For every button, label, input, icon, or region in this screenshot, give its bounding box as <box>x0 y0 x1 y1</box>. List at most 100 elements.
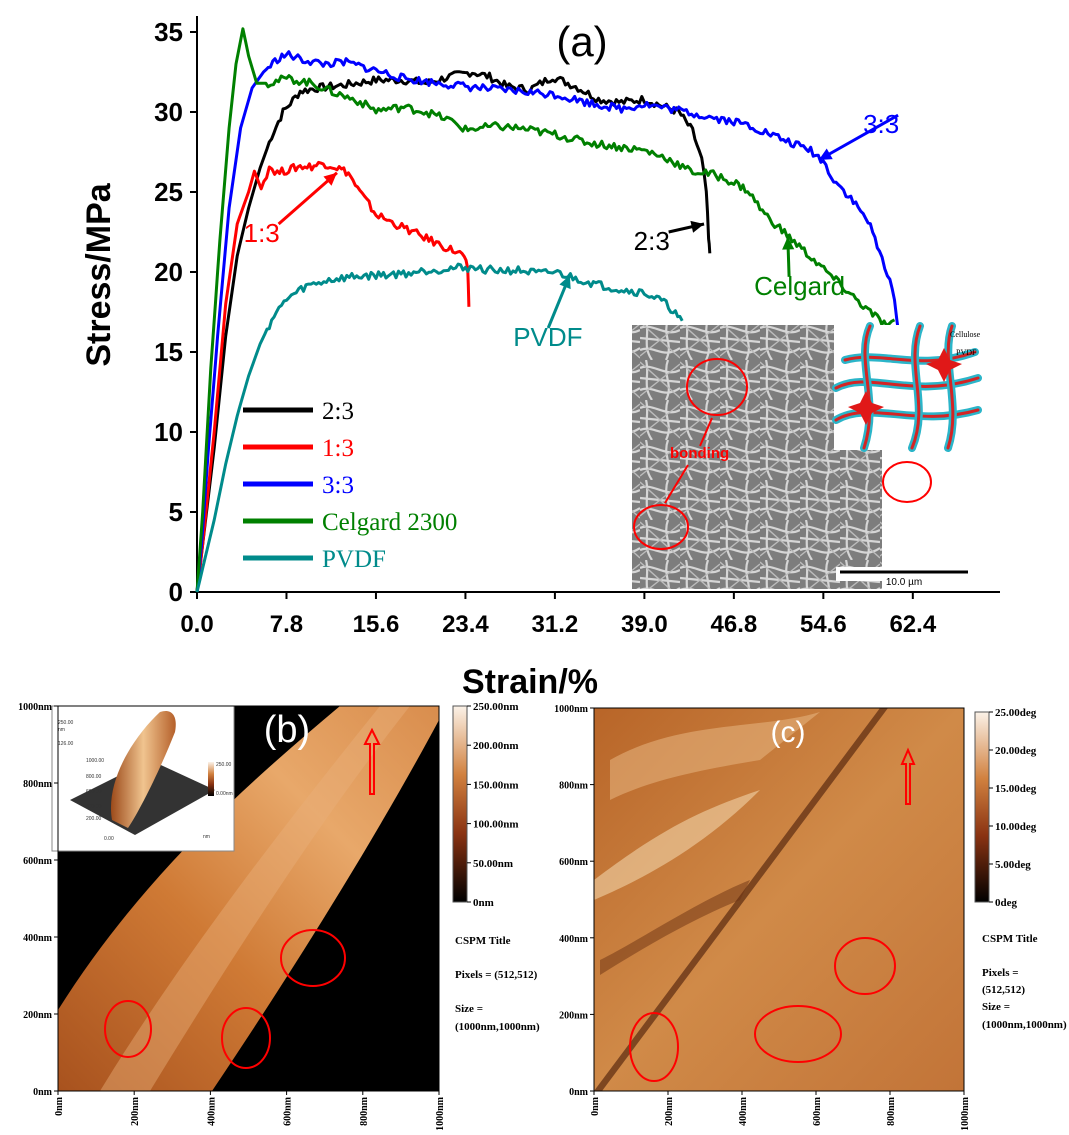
chart-axes: 0.0 7.8 15.6 23.4 31.2 39.0 46.8 54.6 62.4 0 5 10 15… <box>154 16 1000 638</box>
bonding-circle <box>686 358 748 416</box>
afm-x-tick-label: 200nm <box>664 1096 675 1126</box>
panel-label-c: (c) <box>771 716 806 749</box>
series-line-0 <box>195 70 712 593</box>
afm-y-tick-label: 800nm <box>559 781 589 792</box>
afm-c-info: CSPM Title Pixels = (512,512) Size = (1000nm… <box>982 933 1067 1031</box>
afm-b-info: CSPM Title Pixels = (512,512) Size = (1000n… <box>455 935 540 1033</box>
colorbar-tick-label: 150.00nm <box>473 779 519 791</box>
afm-x-tick-label: 400nm <box>738 1096 749 1126</box>
schematic-label-pvdf: PVDF <box>956 348 977 357</box>
series-line-1 <box>195 160 471 593</box>
colorbar-phase-ticks: 0deg 5.00deg 10.00deg 15.00deg 20.00deg 25.00… <box>989 707 1037 909</box>
afm-y-tick-label: 200nm <box>559 1010 589 1021</box>
defect-circle <box>629 1012 679 1082</box>
afm-x-tick-label: 600nm <box>283 1096 294 1126</box>
afm-y-tick-label: 800nm <box>23 779 53 790</box>
series-line-3 <box>195 27 896 593</box>
inset-label: nm <box>203 834 210 840</box>
colorbar-tick-label: 15.00deg <box>995 783 1037 795</box>
colorbar-tick-label: 20.00deg <box>995 745 1037 757</box>
chart-series-labels: 2:3 1:3 3:3 Celgard PVDF <box>244 109 900 352</box>
colorbar-tick-label: 25.00deg <box>995 707 1037 719</box>
inset-colorbar <box>208 762 214 796</box>
fiber-highlight <box>100 706 410 1091</box>
colorbar-height <box>452 705 468 903</box>
afm-x-tick-label: 800nm <box>886 1096 897 1126</box>
colorbar-phase <box>974 711 990 903</box>
afm-info-line-1: Pixels = (512,512) <box>455 969 538 981</box>
colorbar-height-ticks: 0nm 50.00nm 100.00nm 150.00nm 200.00nm 250.00… <box>467 701 519 909</box>
bonding-label: bonding <box>670 445 729 462</box>
afm-y-tick-label: 0nm <box>33 1087 53 1098</box>
inset-label: 250.00 <box>58 720 74 726</box>
afm-info-line-3: Size = <box>455 1003 483 1015</box>
colorbar-tick-label: 0nm <box>473 897 494 909</box>
afm-x-tick-label: 600nm <box>812 1096 823 1126</box>
series-label-2: 3:3 <box>863 109 899 139</box>
afm-b-axes: 0nm 200nm 400nm 600nm 800nm 1000nm 0nm 200nm 400… <box>18 702 446 1131</box>
schematic-label-cellulose: Cellulose <box>950 330 981 339</box>
bonding-circle <box>882 461 932 503</box>
afm-x-tick-label: 1000nm <box>960 1096 971 1130</box>
inset-label: 250.00 <box>216 762 232 768</box>
defect-circle <box>754 1005 842 1063</box>
panel-label-b: (b) <box>264 709 310 751</box>
sem-inset: Cellulose PVDF bonding 10.0 µm <box>632 322 982 589</box>
afm-y-tick-label: 1000nm <box>554 704 589 715</box>
afm-y-tick-label: 0nm <box>569 1087 589 1098</box>
scale-bar-label: 10.0 µm <box>886 577 922 588</box>
fiber-surface <box>58 706 439 1091</box>
afm-y-tick-label: 600nm <box>559 857 589 868</box>
series-line-2 <box>195 50 902 593</box>
stress-strain-chart: 0.0 7.8 15.6 23.4 31.2 39.0 46.8 54.6 62.4 0 5 10 15… <box>80 16 1000 701</box>
afm-c-axes: 0nm 200nm 400nm 600nm 800nm 1000nm 0nm 200nm 400… <box>554 704 971 1131</box>
afm-frame <box>57 705 440 1092</box>
series-arrowhead-3 <box>782 236 795 250</box>
afm-frame <box>593 707 965 1092</box>
inset-label: 200.00 <box>86 816 102 822</box>
series-arrowhead-1 <box>323 172 337 186</box>
x-tick-label: 46.8 <box>711 611 758 638</box>
y-tick-label: 25 <box>154 177 183 207</box>
inset-label: nm <box>58 727 65 733</box>
panel-label-a: (a) <box>556 18 607 65</box>
direction-arrow <box>363 727 381 795</box>
colorbar-tick-label: 100.00nm <box>473 819 519 831</box>
afm-phase-panel: (c) 0nm 200nm 400nm 600nm 800nm 1000nm 0nm 200n… <box>554 704 1067 1131</box>
afm-info-line-4: (1000nm,1000nm) <box>982 1019 1067 1031</box>
bonding-pointer <box>699 417 713 447</box>
afm-info-line-1: Pixels = <box>982 967 1019 979</box>
afm-y-tick-label: 1000nm <box>18 702 53 713</box>
phase-ridge <box>594 708 888 1091</box>
x-tick-label: 54.6 <box>800 611 847 638</box>
series-arrowhead-0 <box>690 220 705 233</box>
inset-label: 0.00 <box>104 836 114 842</box>
chart-series <box>195 27 902 593</box>
y-tick-label: 10 <box>154 417 183 447</box>
x-tick-label: 31.2 <box>532 611 579 638</box>
colorbar-tick-label: 200.00nm <box>473 740 519 752</box>
afm-y-tick-label: 600nm <box>23 856 53 867</box>
afm-info-line-3: Size = <box>982 1001 1010 1013</box>
inset-label: 1000.00 <box>86 758 104 764</box>
series-label-1: 1:3 <box>244 218 280 248</box>
afm-x-tick-label: 0nm <box>590 1096 601 1116</box>
colorbar-tick-label: 5.00deg <box>995 859 1031 871</box>
colorbar-tick-label: 0deg <box>995 897 1018 909</box>
afm-3d-inset: 250.00nm126.001000.00800.00600.00400.002… <box>51 705 235 852</box>
schematic-fibers <box>832 322 982 452</box>
afm-x-tick-label: 1000nm <box>435 1096 446 1130</box>
legend-label-3: Celgard 2300 <box>322 509 457 536</box>
afm-x-tick-label: 200nm <box>130 1096 141 1126</box>
x-tick-label: 7.8 <box>270 611 303 638</box>
defect-circle <box>221 1007 271 1069</box>
defect-circle <box>104 1000 152 1058</box>
bonding-circle <box>633 504 689 550</box>
legend-label-0: 2:3 <box>322 398 354 425</box>
afm-y-tick-label: 400nm <box>559 934 589 945</box>
inset-label: 400.00 <box>86 804 102 810</box>
colorbar-tick-label: 50.00nm <box>473 858 513 870</box>
inset-label: 800.00 <box>86 774 102 780</box>
y-tick-label: 0 <box>169 577 183 607</box>
